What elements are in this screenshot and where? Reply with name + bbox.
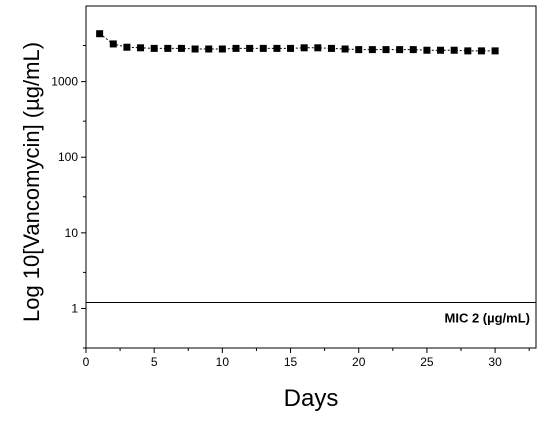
data-point (368, 46, 376, 54)
x-tick-label: 5 (151, 355, 158, 369)
y-tick-label: 10 (65, 226, 79, 240)
data-point (396, 46, 404, 54)
data-point (232, 44, 240, 52)
data-point (177, 44, 185, 52)
x-tick-label: 10 (216, 355, 230, 369)
data-point (314, 44, 322, 52)
data-point (491, 47, 499, 55)
x-tick-label: 20 (352, 355, 366, 369)
mic-reference-line-group: MIC 2 (µg/mL) (86, 301, 536, 325)
data-point (409, 46, 417, 54)
y-tick-label: 1000 (51, 75, 78, 89)
x-axis: 0 5 10 15 20 25 30 (83, 348, 530, 369)
data-point (341, 45, 349, 53)
plot-frame (85, 5, 537, 349)
data-point (477, 47, 485, 55)
x-tick-label: 0 (83, 355, 90, 369)
data-point (327, 44, 335, 52)
mic-reference-label: MIC 2 (µg/mL) (445, 310, 530, 325)
x-tick-label: 15 (284, 355, 298, 369)
data-point (109, 40, 117, 48)
data-point (150, 44, 158, 52)
data-series (96, 30, 499, 55)
plot-area-border (85, 5, 537, 349)
x-tick-label: 30 (488, 355, 502, 369)
data-point (259, 44, 267, 52)
data-point (437, 46, 445, 54)
data-point (205, 45, 213, 53)
data-point (287, 44, 295, 52)
data-point (450, 46, 458, 54)
data-point (164, 44, 172, 52)
data-point (191, 45, 199, 53)
y-tick-label: 1 (71, 301, 78, 315)
y-axis-title: Log 10[Vancomycin] (µg/mL) (19, 42, 44, 322)
data-point (273, 44, 281, 52)
data-point (300, 44, 308, 52)
y-axis: 1 10 100 1000 (51, 45, 86, 349)
data-point (382, 46, 390, 54)
data-point (246, 44, 254, 52)
x-axis-title: Days (284, 385, 339, 412)
data-point (123, 43, 131, 51)
data-point (96, 30, 104, 38)
y-tick-label: 100 (58, 150, 78, 164)
data-point (218, 45, 226, 53)
data-point (423, 46, 431, 54)
series-connector-line (99, 33, 496, 52)
data-point (464, 47, 472, 55)
x-tick-label: 25 (420, 355, 434, 369)
data-point (137, 44, 145, 52)
data-point (355, 46, 363, 54)
